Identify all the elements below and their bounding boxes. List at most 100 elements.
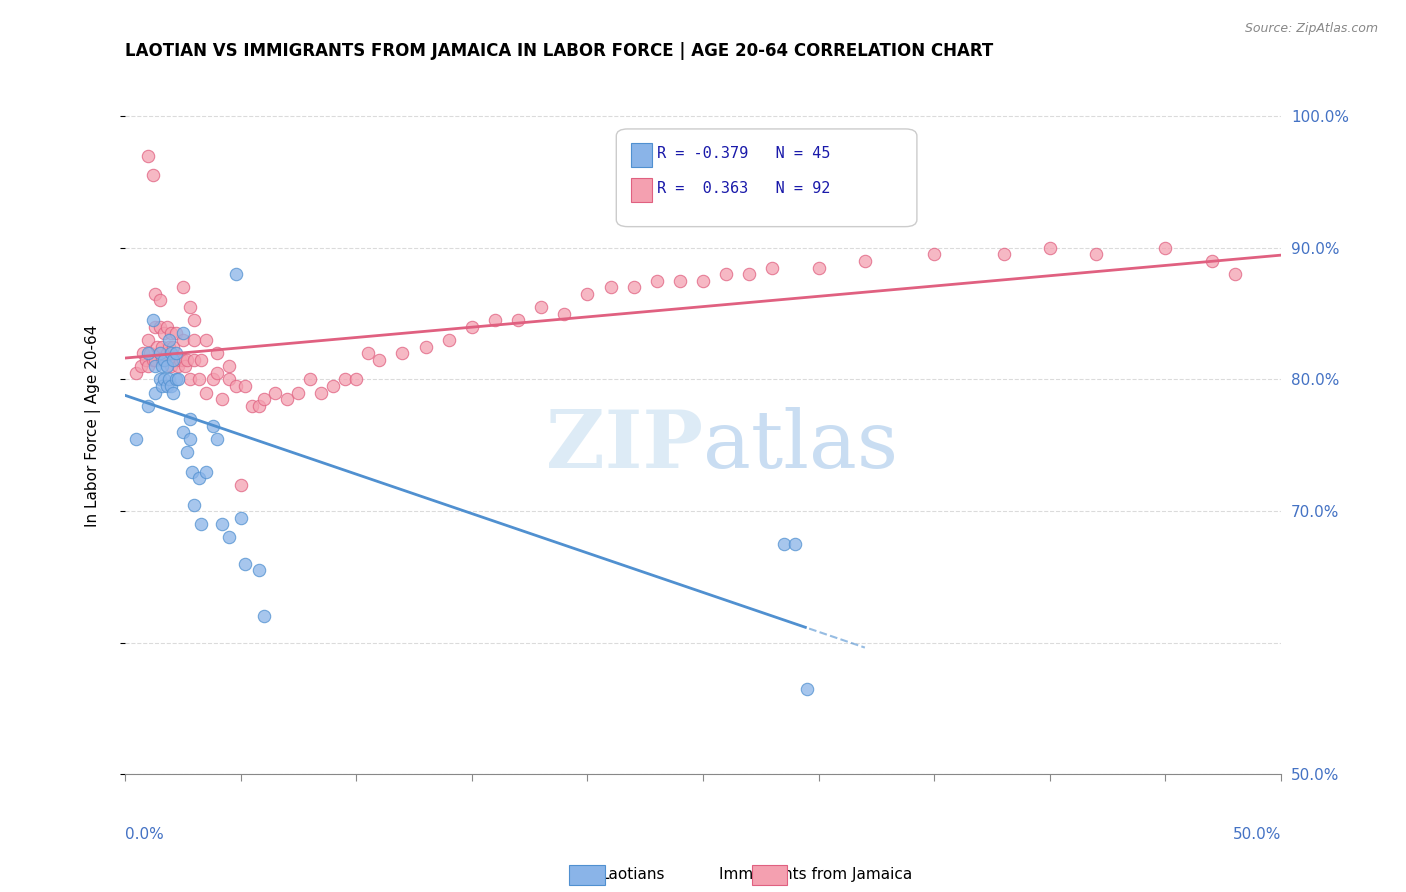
Point (143, 385, 166, 400)
Y-axis label: In Labor Force | Age 20-64: In Labor Force | Age 20-64 (86, 325, 101, 526)
Point (157, 339, 180, 353)
Point (333, 372, 356, 386)
Point (807, 260, 830, 275)
Point (187, 471, 209, 485)
Point (183, 333, 205, 347)
FancyBboxPatch shape (616, 129, 917, 227)
Point (201, 418, 224, 433)
Point (132, 346, 155, 360)
Point (143, 352, 166, 367)
Point (190, 517, 212, 532)
Point (1085, 247, 1108, 261)
Point (253, 392, 276, 407)
Point (179, 372, 201, 386)
Point (207, 346, 229, 360)
Point (142, 352, 165, 367)
Point (157, 333, 180, 347)
Text: R = -0.379   N = 45: R = -0.379 N = 45 (657, 146, 830, 161)
Point (179, 412, 201, 426)
Point (136, 399, 159, 413)
Point (174, 359, 197, 374)
Text: 50.0%: 50.0% (1233, 827, 1281, 842)
Point (253, 609, 276, 624)
Point (153, 326, 176, 341)
Point (176, 445, 198, 459)
Point (176, 352, 198, 367)
Point (357, 346, 380, 360)
Text: R =  0.363   N = 92: R = 0.363 N = 92 (657, 181, 830, 195)
Point (183, 498, 205, 512)
Point (143, 319, 166, 334)
Point (179, 300, 201, 314)
Point (160, 326, 183, 341)
Point (233, 557, 256, 571)
Point (149, 319, 172, 334)
Point (187, 372, 209, 386)
Point (142, 313, 165, 327)
Text: LAOTIAN VS IMMIGRANTS FROM JAMAICA IN LABOR FORCE | AGE 20-64 CORRELATION CHART: LAOTIAN VS IMMIGRANTS FROM JAMAICA IN LA… (125, 42, 993, 60)
Point (136, 359, 159, 374)
Point (149, 346, 172, 360)
Point (796, 681, 818, 696)
Point (1039, 241, 1062, 255)
Point (368, 352, 391, 367)
Point (276, 392, 298, 407)
Point (229, 477, 252, 491)
Point (150, 352, 173, 367)
Point (143, 359, 166, 374)
Point (1154, 241, 1177, 255)
Point (181, 465, 204, 479)
Point (645, 274, 668, 288)
Point (160, 379, 183, 393)
FancyBboxPatch shape (631, 143, 652, 168)
Point (165, 326, 187, 341)
Point (172, 333, 194, 347)
Point (150, 339, 173, 353)
Point (162, 339, 184, 353)
Point (194, 385, 217, 400)
Point (183, 352, 205, 367)
Point (201, 372, 224, 386)
Point (165, 346, 187, 360)
Text: Laotians: Laotians (600, 867, 665, 881)
Point (172, 352, 194, 367)
Point (179, 432, 201, 446)
Point (146, 339, 169, 353)
Point (183, 313, 205, 327)
Point (160, 359, 183, 374)
Point (773, 537, 796, 551)
Point (264, 385, 287, 400)
Point (623, 280, 645, 294)
Point (218, 531, 240, 545)
Point (155, 319, 177, 334)
Point (129, 359, 152, 374)
Point (162, 352, 184, 367)
Point (136, 346, 159, 360)
Point (576, 286, 599, 301)
Point (194, 333, 217, 347)
Point (1201, 254, 1223, 268)
Point (172, 326, 194, 341)
Point (530, 300, 553, 314)
Point (155, 346, 177, 360)
Point (298, 372, 321, 386)
Point (139, 346, 162, 360)
Point (853, 254, 876, 268)
Point (761, 260, 783, 275)
Point (344, 372, 367, 386)
Point (153, 372, 176, 386)
Point (169, 352, 191, 367)
Point (165, 352, 187, 367)
Point (247, 563, 270, 577)
Point (287, 385, 309, 400)
Point (240, 399, 263, 413)
Point (437, 333, 460, 347)
Text: ZIP: ZIP (546, 408, 703, 485)
Point (125, 366, 148, 380)
Point (229, 510, 252, 524)
Point (218, 359, 240, 374)
Point (167, 372, 190, 386)
Point (993, 247, 1015, 261)
Point (172, 280, 194, 294)
Point (157, 372, 180, 386)
